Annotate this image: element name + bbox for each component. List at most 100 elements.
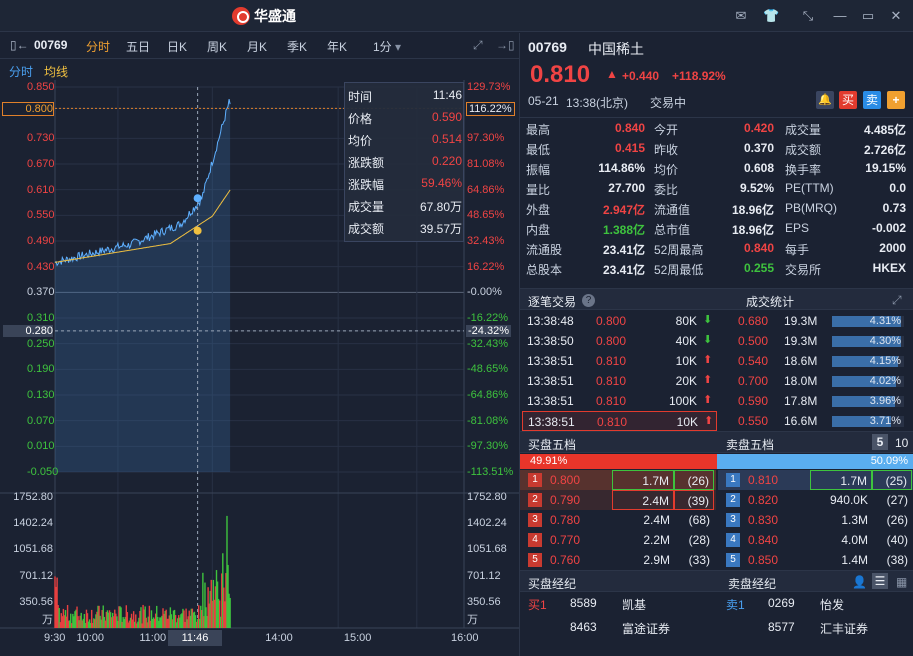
tooltip-row: 时间 11:46 — [345, 85, 465, 105]
tick-price: 0.800 — [596, 314, 627, 328]
help-icon[interactable]: ? — [582, 294, 595, 307]
tooltip-row: 均价 0.514 — [345, 129, 465, 149]
pct-axis-label: -81.08% — [467, 414, 508, 427]
minimize-icon[interactable]: — — [833, 8, 847, 23]
stat-price: 0.500 — [738, 334, 769, 348]
stat-bar-track: 4.30% — [832, 336, 904, 347]
broker-name[interactable]: 富途证券 — [622, 622, 671, 636]
title-bar: 华盛通 ✉ 👕 ⤡ — ▭ ✕ — [0, 0, 913, 32]
tab-intraday[interactable]: 分时 — [86, 40, 111, 54]
tab-weekly[interactable]: 周K — [207, 40, 228, 54]
tab-daily[interactable]: 日K — [167, 40, 188, 54]
alert-bell-icon[interactable]: 🔔 — [816, 91, 834, 109]
volume-bar — [75, 609, 77, 628]
tab-yearly[interactable]: 年K — [327, 40, 348, 54]
volume-bar — [193, 611, 196, 628]
quote-value: 2.947亿 — [602, 203, 645, 217]
sell-button[interactable]: 卖 — [863, 91, 881, 109]
mail-icon[interactable]: ✉ — [735, 8, 747, 23]
tooltip-value: 0.514 — [431, 132, 462, 146]
bid-volume: 2.9M — [643, 553, 670, 567]
volume-bar — [105, 611, 108, 628]
volume-bar — [121, 621, 123, 628]
quote-label: 总股本 — [526, 263, 563, 277]
pct-axis-label: -48.65% — [467, 363, 508, 376]
tab-quarterly[interactable]: 季K — [287, 40, 308, 54]
stat-price: 0.540 — [738, 354, 769, 368]
tick-row: 13:38:48 0.800 80K ⬇ — [522, 311, 717, 331]
pct-axis-label: -113.51% — [467, 466, 514, 478]
minute-select[interactable]: 1分 ▾ — [373, 38, 401, 55]
minute-select-value: 1分 — [373, 40, 392, 54]
volume-bar — [57, 605, 59, 628]
add-watchlist-icon[interactable]: + — [887, 91, 905, 109]
tooltip-key: 涨跌额 — [348, 156, 385, 170]
quote-label: 成交量 — [785, 123, 822, 137]
volume-bar — [218, 600, 221, 628]
volume-bar — [166, 618, 168, 628]
bid-volume: 1.7M — [612, 470, 674, 490]
quote-label: 成交额 — [785, 143, 822, 157]
broker-name[interactable]: 凯基 — [622, 598, 647, 612]
last-price: 0.810 — [530, 61, 591, 88]
volume-bar — [138, 617, 140, 628]
volume-bar — [174, 615, 177, 628]
buy-button[interactable]: 买 — [839, 91, 857, 109]
volume-bar — [163, 613, 165, 628]
volume-bar — [170, 614, 173, 628]
quote-label: 量比 — [526, 183, 551, 197]
tooltip-key: 成交额 — [348, 222, 385, 236]
quote-time: 13:38(北京) — [566, 96, 629, 110]
volume-axis-label-right: 1752.80 — [467, 491, 507, 503]
volume-bar — [74, 611, 76, 628]
volume-bar — [146, 622, 148, 628]
volume-bar — [162, 608, 164, 628]
pct-axis-label: 64.86% — [467, 183, 505, 196]
ask-volume: 940.0K — [829, 493, 868, 507]
stat-price: 0.680 — [738, 314, 769, 328]
collapse-right-icon[interactable]: →▯ — [496, 38, 515, 52]
bid-ratio-text: 49.91% — [530, 455, 568, 467]
ask-count: (25) — [872, 470, 912, 490]
broker-name[interactable]: 怡发 — [820, 598, 845, 612]
grid-view-icon[interactable]: ▦ — [896, 575, 908, 589]
quote-value: 2.726亿 — [863, 143, 906, 157]
bid-row: 1 0.800 1.7M (26) — [520, 470, 716, 490]
skin-icon[interactable]: 👕 — [763, 8, 780, 23]
level-number: 3 — [726, 513, 740, 527]
depth-10-toggle[interactable]: 10 — [895, 436, 909, 450]
depth-5-toggle[interactable]: 5 — [872, 434, 888, 450]
volume-bar — [208, 603, 210, 628]
person-icon[interactable]: 👤 — [852, 575, 867, 589]
ticks-title: 逐笔交易 — [528, 295, 577, 309]
price-axis-label: 0.670 — [27, 158, 55, 170]
ask-count: (27) — [886, 493, 908, 507]
tab-monthly[interactable]: 月K — [247, 40, 268, 54]
tab-avg-line[interactable]: 均线 — [44, 65, 69, 79]
collapse-left-icon[interactable]: ▯← — [10, 38, 29, 52]
close-icon[interactable]: ✕ — [890, 8, 902, 23]
volume-bar — [65, 616, 68, 628]
intraday-chart[interactable]: 0.850 0.800 0.730 0.670 0.610 0.550 0.490 0.430… — [0, 80, 519, 656]
pct-axis-label: 16.22% — [467, 260, 505, 273]
expand-icon[interactable]: ⤢ — [473, 38, 483, 52]
tick-row: 13:38:51 0.810 100K ⬆ — [522, 391, 717, 411]
maximize-icon[interactable]: ▭ — [861, 8, 875, 23]
tab-5day[interactable]: 五日 — [126, 40, 151, 54]
quote-value: 23.41亿 — [602, 263, 645, 277]
volume-bar — [165, 609, 167, 628]
list-view-icon[interactable]: ☰ — [872, 573, 888, 589]
stat-bar — [832, 416, 892, 427]
arrow-down-icon: ⬇ — [703, 334, 713, 346]
expand-ticks-icon[interactable]: ⤢ — [892, 293, 902, 307]
level-number: 4 — [528, 533, 542, 547]
volume-axis-label-right: 1402.24 — [467, 517, 507, 530]
stat-volume: 18.0M — [784, 374, 818, 388]
broker-name[interactable]: 汇丰证券 — [820, 622, 869, 636]
tick-price: 0.810 — [596, 354, 627, 368]
volume-bar — [82, 618, 85, 628]
bid-price: 0.790 — [550, 493, 581, 507]
level-number: 1 — [726, 473, 740, 487]
shrink-icon[interactable]: ⤡ — [802, 8, 814, 23]
tab-timeshare[interactable]: 分时 — [9, 65, 34, 79]
